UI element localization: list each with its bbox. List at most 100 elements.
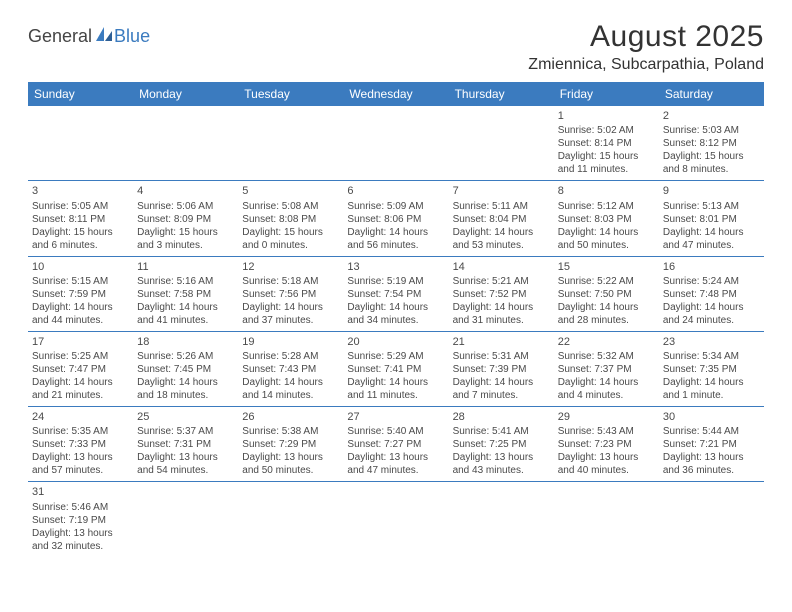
daylight-line-2: and 36 minutes. <box>663 464 760 477</box>
daylight-line-1: Daylight: 14 hours <box>663 226 760 239</box>
logo-sail-icon <box>95 26 113 47</box>
calendar-day-header: Thursday <box>449 82 554 106</box>
day-number: 28 <box>453 410 550 424</box>
daylight-line-2: and 54 minutes. <box>137 464 234 477</box>
calendar-day-cell: 8Sunrise: 5:12 AMSunset: 8:03 PMDaylight… <box>554 181 659 256</box>
calendar-day-header: Saturday <box>659 82 764 106</box>
day-number: 10 <box>32 260 129 274</box>
day-number: 13 <box>347 260 444 274</box>
sunrise-line: Sunrise: 5:24 AM <box>663 275 760 288</box>
day-number: 9 <box>663 184 760 198</box>
daylight-line-2: and 40 minutes. <box>558 464 655 477</box>
sunrise-line: Sunrise: 5:26 AM <box>137 350 234 363</box>
sunrise-line: Sunrise: 5:38 AM <box>242 425 339 438</box>
sunrise-line: Sunrise: 5:19 AM <box>347 275 444 288</box>
daylight-line-1: Daylight: 13 hours <box>32 527 129 540</box>
daylight-line-2: and 28 minutes. <box>558 314 655 327</box>
calendar-empty-cell <box>554 482 659 557</box>
daylight-line-1: Daylight: 14 hours <box>137 376 234 389</box>
calendar-day-cell: 22Sunrise: 5:32 AMSunset: 7:37 PMDayligh… <box>554 331 659 406</box>
sunset-line: Sunset: 8:03 PM <box>558 213 655 226</box>
daylight-line-2: and 37 minutes. <box>242 314 339 327</box>
sunrise-line: Sunrise: 5:03 AM <box>663 124 760 137</box>
daylight-line-2: and 4 minutes. <box>558 389 655 402</box>
calendar-day-cell: 5Sunrise: 5:08 AMSunset: 8:08 PMDaylight… <box>238 181 343 256</box>
daylight-line-2: and 8 minutes. <box>663 163 760 176</box>
sunrise-line: Sunrise: 5:35 AM <box>32 425 129 438</box>
sunset-line: Sunset: 7:25 PM <box>453 438 550 451</box>
calendar-day-cell: 6Sunrise: 5:09 AMSunset: 8:06 PMDaylight… <box>343 181 448 256</box>
daylight-line-2: and 50 minutes. <box>242 464 339 477</box>
daylight-line-1: Daylight: 13 hours <box>453 451 550 464</box>
day-number: 23 <box>663 335 760 349</box>
sunset-line: Sunset: 7:43 PM <box>242 363 339 376</box>
daylight-line-1: Daylight: 14 hours <box>347 226 444 239</box>
daylight-line-2: and 47 minutes. <box>663 239 760 252</box>
day-number: 11 <box>137 260 234 274</box>
month-title: August 2025 <box>528 20 764 54</box>
calendar-week-row: 17Sunrise: 5:25 AMSunset: 7:47 PMDayligh… <box>28 331 764 406</box>
daylight-line-1: Daylight: 14 hours <box>453 301 550 314</box>
day-number: 15 <box>558 260 655 274</box>
sunset-line: Sunset: 7:37 PM <box>558 363 655 376</box>
day-number: 14 <box>453 260 550 274</box>
calendar-day-cell: 11Sunrise: 5:16 AMSunset: 7:58 PMDayligh… <box>133 256 238 331</box>
daylight-line-2: and 11 minutes. <box>347 389 444 402</box>
sunset-line: Sunset: 7:31 PM <box>137 438 234 451</box>
calendar-table: SundayMondayTuesdayWednesdayThursdayFrid… <box>28 82 764 557</box>
daylight-line-2: and 1 minute. <box>663 389 760 402</box>
calendar-day-cell: 23Sunrise: 5:34 AMSunset: 7:35 PMDayligh… <box>659 331 764 406</box>
sunset-line: Sunset: 7:41 PM <box>347 363 444 376</box>
calendar-day-header: Sunday <box>28 82 133 106</box>
calendar-day-cell: 30Sunrise: 5:44 AMSunset: 7:21 PMDayligh… <box>659 407 764 482</box>
sunrise-line: Sunrise: 5:21 AM <box>453 275 550 288</box>
calendar-day-cell: 28Sunrise: 5:41 AMSunset: 7:25 PMDayligh… <box>449 407 554 482</box>
daylight-line-1: Daylight: 14 hours <box>32 301 129 314</box>
day-number: 27 <box>347 410 444 424</box>
daylight-line-2: and 41 minutes. <box>137 314 234 327</box>
daylight-line-2: and 14 minutes. <box>242 389 339 402</box>
calendar-day-cell: 15Sunrise: 5:22 AMSunset: 7:50 PMDayligh… <box>554 256 659 331</box>
daylight-line-2: and 53 minutes. <box>453 239 550 252</box>
calendar-day-cell: 4Sunrise: 5:06 AMSunset: 8:09 PMDaylight… <box>133 181 238 256</box>
calendar-day-cell: 24Sunrise: 5:35 AMSunset: 7:33 PMDayligh… <box>28 407 133 482</box>
sunset-line: Sunset: 7:52 PM <box>453 288 550 301</box>
sunrise-line: Sunrise: 5:02 AM <box>558 124 655 137</box>
header: GeneralBlue August 2025 Zmiennica, Subca… <box>28 20 764 74</box>
day-number: 1 <box>558 109 655 123</box>
calendar-week-row: 10Sunrise: 5:15 AMSunset: 7:59 PMDayligh… <box>28 256 764 331</box>
daylight-line-1: Daylight: 13 hours <box>347 451 444 464</box>
sunrise-line: Sunrise: 5:28 AM <box>242 350 339 363</box>
daylight-line-2: and 43 minutes. <box>453 464 550 477</box>
sunrise-line: Sunrise: 5:12 AM <box>558 200 655 213</box>
daylight-line-1: Daylight: 14 hours <box>558 376 655 389</box>
daylight-line-2: and 7 minutes. <box>453 389 550 402</box>
calendar-empty-cell <box>449 106 554 181</box>
calendar-day-cell: 12Sunrise: 5:18 AMSunset: 7:56 PMDayligh… <box>238 256 343 331</box>
day-number: 12 <box>242 260 339 274</box>
sunrise-line: Sunrise: 5:08 AM <box>242 200 339 213</box>
day-number: 30 <box>663 410 760 424</box>
calendar-empty-cell <box>343 106 448 181</box>
day-number: 31 <box>32 485 129 499</box>
calendar-day-cell: 19Sunrise: 5:28 AMSunset: 7:43 PMDayligh… <box>238 331 343 406</box>
daylight-line-2: and 18 minutes. <box>137 389 234 402</box>
logo-text-blue: Blue <box>114 26 150 47</box>
sunrise-line: Sunrise: 5:29 AM <box>347 350 444 363</box>
daylight-line-1: Daylight: 13 hours <box>663 451 760 464</box>
daylight-line-2: and 47 minutes. <box>347 464 444 477</box>
daylight-line-1: Daylight: 13 hours <box>242 451 339 464</box>
day-number: 3 <box>32 184 129 198</box>
calendar-week-row: 24Sunrise: 5:35 AMSunset: 7:33 PMDayligh… <box>28 407 764 482</box>
daylight-line-1: Daylight: 14 hours <box>242 376 339 389</box>
calendar-header-row: SundayMondayTuesdayWednesdayThursdayFrid… <box>28 82 764 106</box>
daylight-line-1: Daylight: 13 hours <box>32 451 129 464</box>
daylight-line-1: Daylight: 14 hours <box>32 376 129 389</box>
sunset-line: Sunset: 8:12 PM <box>663 137 760 150</box>
calendar-day-cell: 3Sunrise: 5:05 AMSunset: 8:11 PMDaylight… <box>28 181 133 256</box>
sunrise-line: Sunrise: 5:37 AM <box>137 425 234 438</box>
sunset-line: Sunset: 7:39 PM <box>453 363 550 376</box>
daylight-line-1: Daylight: 14 hours <box>558 226 655 239</box>
day-number: 7 <box>453 184 550 198</box>
daylight-line-1: Daylight: 15 hours <box>242 226 339 239</box>
